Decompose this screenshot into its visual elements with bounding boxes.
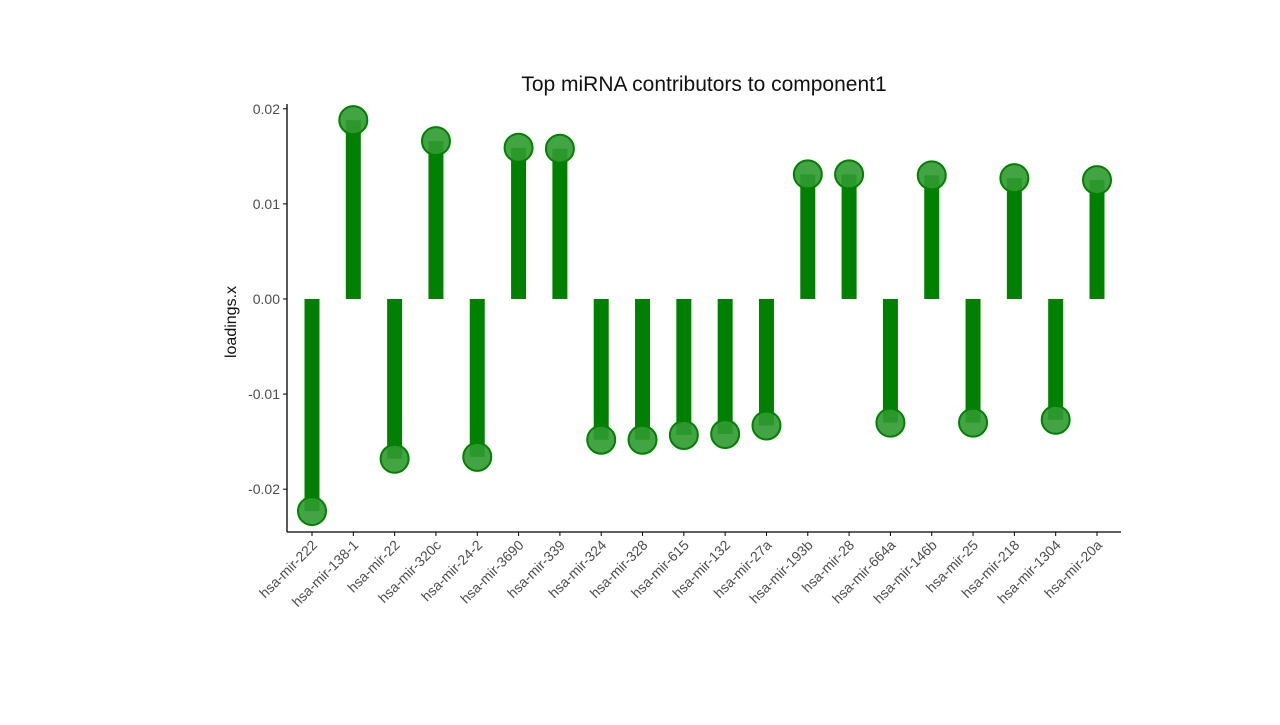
lollipop-stem: [924, 175, 940, 299]
lollipop-point: [503, 132, 534, 163]
lollipop-point: [544, 133, 575, 164]
lollipop-point: [297, 496, 327, 527]
lollipop-point: [834, 159, 865, 190]
y-tick-label: 0.00: [253, 291, 280, 307]
lollipop-stem: [965, 298, 981, 423]
lollipop-stem: [304, 298, 320, 512]
lollipop-marks: [297, 105, 1112, 527]
lollipop-stem: [1006, 178, 1022, 299]
lollipop-point: [668, 419, 699, 450]
lollipop-stem: [717, 298, 733, 435]
lollipop-stem: [1048, 298, 1064, 420]
lollipop-stem: [1089, 180, 1105, 299]
lollipop-stem: [676, 298, 692, 435]
lollipop-stem: [800, 174, 816, 299]
lollipop-point: [958, 407, 989, 438]
lollipop-point: [916, 160, 947, 191]
lollipop-point: [379, 443, 410, 474]
lollipop-point: [875, 407, 906, 438]
lollipop-point: [627, 424, 658, 455]
lollipop-point: [420, 126, 451, 157]
lollipop-stem: [593, 298, 609, 440]
chart-title: Top miRNA contributors to component1: [521, 73, 886, 96]
lollipop-stem: [758, 298, 774, 426]
lollipop-point: [792, 159, 823, 190]
lollipop-point: [751, 410, 782, 441]
y-tick-label: -0.01: [248, 386, 280, 402]
lollipop-point: [338, 105, 369, 136]
lollipop-stem: [552, 148, 568, 299]
lollipop-point: [1040, 404, 1071, 435]
lollipop-stem: [428, 141, 444, 299]
y-axis-ticks: 0.02 0.01 0.00 -0.01 -0.02: [248, 101, 287, 497]
lollipop-stem: [345, 120, 361, 299]
lollipop-point: [1082, 165, 1112, 196]
lollipop-stem: [635, 298, 651, 440]
lollipop-point: [710, 419, 741, 450]
lollipop-stem: [387, 298, 403, 459]
lollipop-point: [999, 163, 1030, 194]
lollipop-stem: [841, 174, 857, 299]
lollipop-point: [586, 424, 617, 455]
lollipop-point: [462, 441, 493, 472]
y-axis-label: loadings.x: [223, 286, 240, 358]
y-tick-label: -0.02: [248, 481, 280, 497]
lollipop-stem: [469, 298, 485, 457]
y-tick-label: 0.01: [253, 196, 280, 212]
x-axis-ticks: hsa-mir-222hsa-mir-138-1hsa-mir-22hsa-mi…: [256, 532, 1105, 610]
lollipop-stem: [882, 298, 898, 423]
lollipop-stem: [511, 147, 527, 299]
y-tick-label: 0.02: [253, 101, 280, 117]
